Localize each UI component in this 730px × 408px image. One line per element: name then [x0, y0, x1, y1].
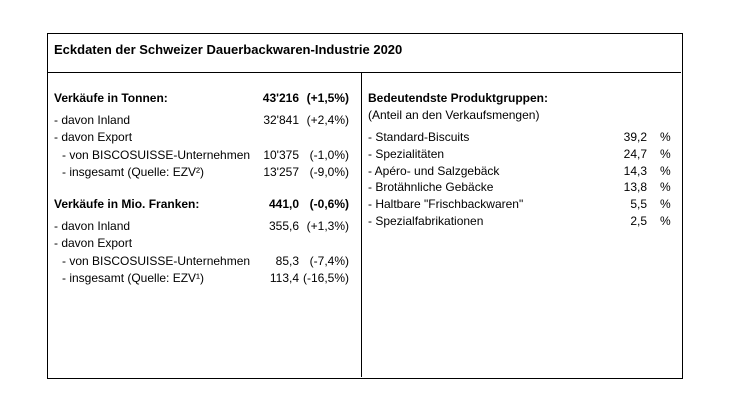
section-value: 441,0 — [268, 197, 299, 211]
product-label: - Haltbare "Frischbackwaren" — [368, 197, 524, 212]
row-label: - davon Inland — [54, 219, 131, 233]
row-change: (+1,3%) — [306, 219, 349, 233]
product-unit: % — [660, 163, 671, 178]
row-label: - von BISCOSUISSE-Unternehmen — [62, 147, 251, 162]
product-unit: % — [660, 146, 671, 161]
right-heading: Bedeutendste Produktgruppen: — [368, 91, 549, 105]
row-value: 113,4 — [269, 270, 299, 285]
section-change: (+1,5%) — [306, 91, 349, 105]
row-value: 85,3 — [275, 253, 299, 268]
row-value: 10'375 — [263, 147, 299, 162]
product-value: 5,5 — [630, 197, 647, 212]
row-label: - insgesamt (Quelle: EZV²) — [62, 164, 205, 179]
section-heading: Verkäufe in Tonnen: — [54, 91, 168, 105]
row-change: (-9,0%) — [309, 164, 349, 179]
row-change: (+2,4%) — [306, 113, 349, 127]
product-value: 2,5 — [630, 214, 647, 228]
row-label: - insgesamt (Quelle: EZV¹) — [62, 270, 205, 285]
divider — [361, 72, 362, 377]
product-unit: % — [660, 197, 671, 212]
section-change: (-0,6%) — [309, 197, 349, 211]
product-value: 24,7 — [623, 146, 647, 161]
product-label: - Apéro- und Salzgebäck — [368, 163, 500, 178]
row-label: - von BISCOSUISSE-Unternehmen — [62, 253, 251, 268]
divider — [47, 72, 681, 73]
row-label: - davon Export — [54, 236, 133, 251]
row-change: (-16,5%) — [302, 270, 349, 285]
section-value: 43'216 — [262, 91, 299, 105]
row-change: (-1,0%) — [309, 147, 349, 162]
row-value: 355,6 — [268, 219, 299, 233]
product-unit: % — [660, 130, 671, 144]
product-label: - Brotähnliche Gebäcke — [368, 180, 494, 195]
row-label: - davon Inland — [54, 113, 131, 127]
row-change: (-7,4%) — [309, 253, 349, 268]
product-value: 39,2 — [623, 130, 647, 144]
row-label: - davon Export — [54, 130, 133, 145]
product-label: - Spezialitäten — [368, 146, 445, 161]
product-value: 13,8 — [623, 180, 647, 195]
outer-frame — [47, 33, 683, 379]
title: Eckdaten der Schweizer Dauerbackwaren-In… — [54, 42, 403, 57]
product-label: - Standard-Biscuits — [368, 130, 470, 144]
right-subheading: (Anteil an den Verkaufsmengen) — [368, 108, 540, 122]
product-label: - Spezialfabrikationen — [368, 214, 484, 228]
product-value: 14,3 — [623, 163, 647, 178]
row-value: 32'841 — [263, 113, 299, 127]
product-unit: % — [660, 214, 671, 228]
section-heading: Verkäufe in Mio. Franken: — [54, 197, 200, 211]
product-unit: % — [660, 180, 671, 195]
row-value: 13'257 — [263, 164, 299, 179]
